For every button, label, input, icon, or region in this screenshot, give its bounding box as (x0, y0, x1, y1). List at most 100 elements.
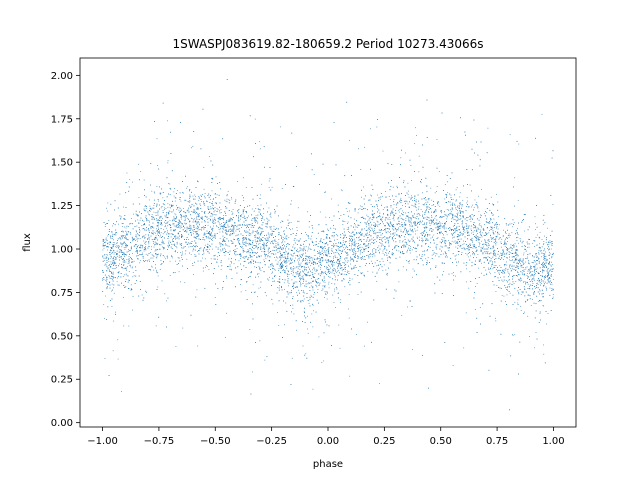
scatter-point (348, 308, 349, 310)
scatter-point (309, 296, 311, 298)
scatter-point (176, 227, 178, 228)
scatter-point (539, 243, 541, 245)
scatter-point (496, 235, 498, 237)
scatter-point (415, 233, 416, 235)
scatter-point (520, 265, 522, 267)
scatter-point (344, 235, 346, 237)
scatter-point (254, 118, 256, 120)
scatter-point (399, 237, 401, 238)
scatter-point (186, 223, 187, 224)
scatter-point (543, 353, 545, 355)
scatter-point (506, 289, 507, 290)
scatter-point (226, 222, 228, 223)
scatter-point (151, 266, 153, 268)
scatter-point (226, 230, 227, 232)
scatter-point (457, 242, 459, 244)
scatter-point (299, 280, 301, 282)
scatter-point (284, 261, 285, 263)
scatter-point (130, 284, 132, 286)
scatter-point (338, 269, 340, 271)
scatter-point (179, 220, 180, 222)
scatter-point (449, 245, 451, 247)
scatter-point (368, 217, 370, 219)
scatter-point (303, 267, 305, 269)
scatter-point (182, 251, 183, 253)
scatter-point (168, 183, 169, 185)
scatter-point (488, 263, 490, 264)
scatter-point (416, 236, 418, 238)
scatter-point (389, 219, 391, 221)
scatter-point (106, 278, 108, 280)
scatter-point (440, 210, 442, 212)
scatter-point (467, 226, 469, 228)
scatter-point (535, 332, 537, 333)
scatter-point (307, 235, 309, 237)
scatter-point (278, 270, 279, 271)
scatter-point (126, 244, 127, 245)
scatter-point (169, 211, 171, 212)
scatter-point (205, 227, 206, 228)
scatter-point (341, 270, 343, 272)
scatter-point (370, 260, 372, 262)
scatter-point (354, 254, 356, 255)
scatter-point (195, 255, 197, 257)
scatter-point (487, 250, 489, 252)
scatter-point (309, 244, 310, 246)
scatter-point (522, 273, 524, 275)
scatter-point (515, 269, 517, 271)
scatter-point (250, 255, 251, 257)
scatter-point (515, 281, 517, 282)
scatter-point (220, 209, 222, 210)
scatter-point (331, 198, 332, 200)
scatter-point (197, 251, 198, 252)
scatter-point (236, 238, 238, 240)
scatter-point (160, 260, 162, 261)
scatter-point (416, 135, 417, 136)
scatter-point (261, 231, 263, 233)
scatter-point (116, 242, 118, 244)
scatter-point (545, 286, 547, 288)
scatter-point (503, 253, 505, 255)
scatter-point (144, 229, 146, 231)
scatter-point (153, 232, 155, 234)
scatter-point (255, 235, 257, 237)
scatter-point (248, 224, 250, 225)
scatter-point (316, 286, 318, 288)
scatter-point (472, 231, 474, 233)
scatter-point (276, 249, 278, 251)
scatter-point (517, 299, 519, 301)
scatter-point (287, 253, 288, 255)
scatter-point (350, 235, 352, 237)
scatter-point (157, 275, 159, 277)
scatter-point (171, 243, 173, 245)
scatter-point (342, 268, 344, 270)
scatter-point (506, 294, 508, 296)
scatter-point (379, 382, 380, 384)
scatter-point (426, 238, 428, 240)
scatter-point (544, 254, 546, 255)
scatter-point (394, 234, 395, 236)
scatter-point (137, 240, 138, 242)
scatter-point (353, 243, 355, 245)
scatter-point (176, 247, 178, 249)
scatter-point (538, 273, 540, 274)
scatter-point (433, 234, 435, 236)
scatter-point (280, 257, 282, 259)
scatter-point (214, 207, 216, 208)
scatter-point (203, 188, 205, 190)
scatter-point (221, 288, 223, 290)
scatter-point (450, 212, 452, 214)
scatter-point (156, 256, 158, 258)
scatter-point (243, 242, 245, 244)
scatter-point (129, 259, 130, 261)
scatter-point (332, 265, 334, 267)
scatter-point (398, 235, 400, 237)
scatter-point (260, 238, 262, 239)
scatter-point (247, 243, 249, 244)
scatter-point (204, 258, 206, 260)
scatter-point (150, 251, 151, 253)
scatter-point (171, 211, 172, 213)
scatter-point (220, 219, 221, 220)
scatter-point (211, 215, 213, 217)
scatter-point (290, 222, 292, 223)
